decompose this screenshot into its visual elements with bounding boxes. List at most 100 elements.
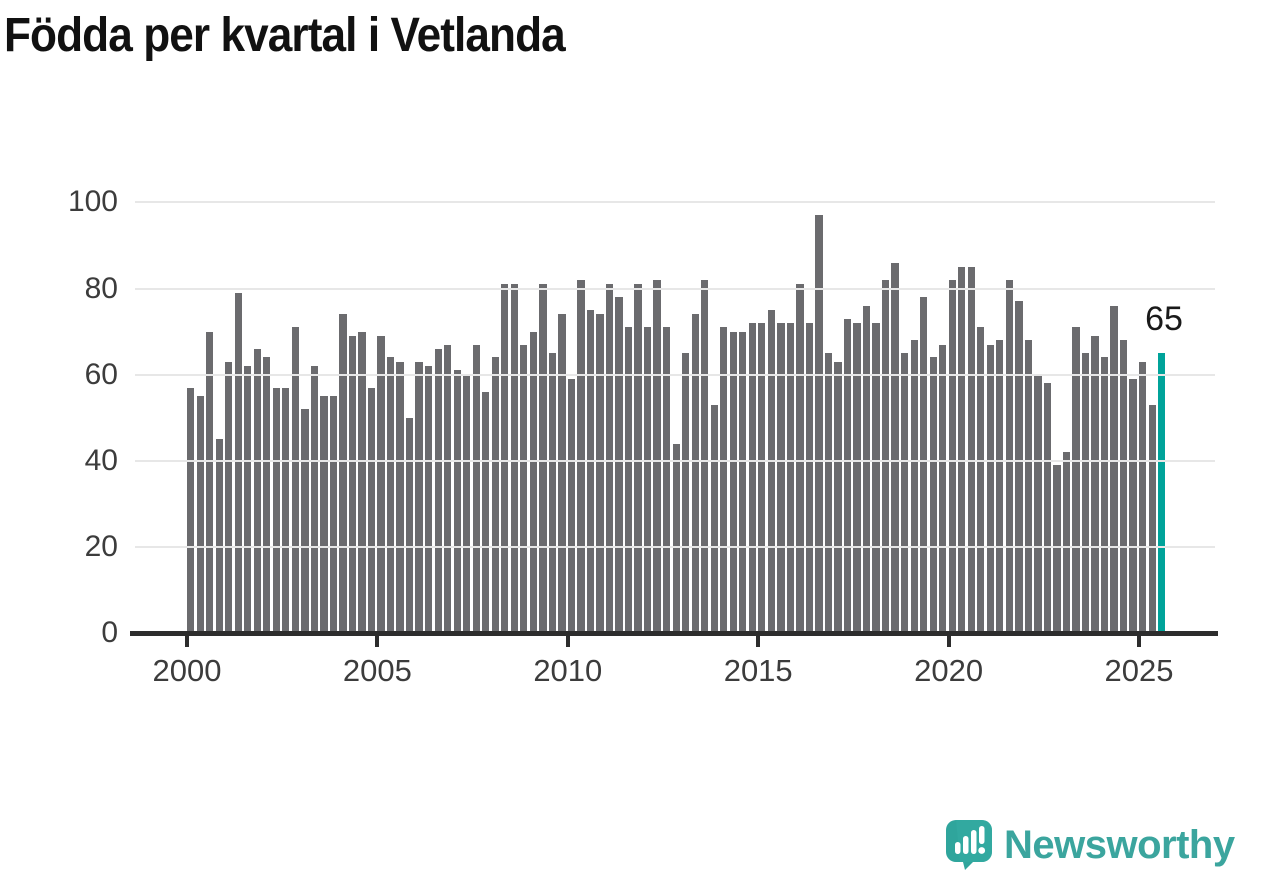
bar xyxy=(348,335,357,632)
bar xyxy=(539,284,547,632)
bar xyxy=(367,387,376,632)
bar xyxy=(777,323,785,632)
gridline-80 xyxy=(135,287,1215,290)
x-axis-tick-mark xyxy=(565,636,570,647)
y-axis-tick-label: 40 xyxy=(84,443,118,477)
bar xyxy=(901,353,909,632)
bar xyxy=(501,284,509,632)
bar xyxy=(1072,327,1080,632)
y-axis-tick-label: 20 xyxy=(84,529,118,563)
bar xyxy=(910,340,918,632)
bar xyxy=(415,361,423,632)
x-axis-tick-label: 2010 xyxy=(533,653,603,688)
x-axis-tick-label: 2005 xyxy=(342,653,412,688)
bar xyxy=(1024,340,1033,632)
bar xyxy=(301,409,309,632)
bar xyxy=(187,387,195,632)
bar xyxy=(929,357,937,632)
bar xyxy=(567,379,576,632)
x-axis-line xyxy=(130,631,1218,636)
bar xyxy=(1062,452,1071,632)
bar xyxy=(948,279,956,632)
bar xyxy=(1015,301,1023,632)
bar xyxy=(520,344,528,632)
bar xyxy=(196,396,204,632)
gridline-60 xyxy=(135,373,1215,376)
newsworthy-bubble-chart-icon xyxy=(946,820,992,870)
gridline-100 xyxy=(135,201,1215,204)
bar xyxy=(1005,279,1014,632)
bar xyxy=(691,314,699,632)
bar xyxy=(1129,379,1137,632)
bar xyxy=(206,331,214,632)
bar xyxy=(958,267,966,632)
bar xyxy=(558,314,566,632)
bar xyxy=(720,327,728,632)
bar xyxy=(377,335,385,632)
x-axis-tick-mark xyxy=(756,636,761,647)
bar xyxy=(282,387,290,632)
bar xyxy=(663,327,671,632)
bar xyxy=(920,297,928,632)
bar xyxy=(701,279,709,632)
bar xyxy=(529,331,538,632)
x-axis-tick-mark xyxy=(375,636,380,647)
y-axis-tick-label: 60 xyxy=(84,357,118,391)
bar xyxy=(434,348,442,632)
bar xyxy=(491,357,499,632)
bar xyxy=(1148,404,1156,632)
bar xyxy=(291,327,300,632)
bar xyxy=(682,353,690,632)
bar xyxy=(472,344,480,632)
bar xyxy=(996,340,1004,632)
bar xyxy=(624,327,633,632)
bar xyxy=(1110,305,1118,632)
gridline-40 xyxy=(135,459,1215,462)
newsworthy-logo: Newsworthy xyxy=(944,819,1262,871)
bar xyxy=(862,305,871,632)
bar xyxy=(272,387,280,632)
bar xyxy=(881,279,890,632)
bar xyxy=(967,267,975,632)
bar xyxy=(643,327,652,632)
bar xyxy=(758,323,766,632)
x-axis-tick-label: 2000 xyxy=(152,653,222,688)
bar xyxy=(977,327,985,632)
y-axis-tick-label: 100 xyxy=(67,185,118,219)
bar xyxy=(1081,353,1090,632)
bar xyxy=(453,370,461,632)
x-axis-tick-mark xyxy=(946,636,951,647)
bar xyxy=(234,292,242,632)
bar xyxy=(1119,340,1128,632)
bar xyxy=(1091,335,1099,632)
x-axis-tick-mark xyxy=(1137,636,1141,647)
bar xyxy=(843,318,852,632)
bar xyxy=(748,323,756,632)
bar xyxy=(796,284,804,632)
bar xyxy=(339,314,347,632)
x-axis-tick-label: 2025 xyxy=(1104,653,1174,688)
bar xyxy=(396,361,404,632)
bar xyxy=(425,366,433,632)
bar xyxy=(244,366,252,632)
bar xyxy=(834,361,842,632)
bar xyxy=(815,215,823,632)
gridline-20 xyxy=(135,545,1215,548)
bar xyxy=(263,357,271,632)
highlighted-bar xyxy=(1158,353,1166,632)
bar xyxy=(548,353,557,632)
bar xyxy=(634,284,642,632)
bar xyxy=(596,314,604,632)
bar xyxy=(853,323,861,632)
bar xyxy=(615,297,623,632)
x-axis-tick-mark xyxy=(185,636,189,647)
bar xyxy=(310,366,319,632)
bar xyxy=(510,284,518,632)
bar xyxy=(605,284,614,632)
bar xyxy=(939,344,947,632)
bar xyxy=(786,323,795,632)
bar xyxy=(739,331,747,632)
bar xyxy=(1034,374,1042,632)
last-value-annotation: 65 xyxy=(1145,300,1183,338)
